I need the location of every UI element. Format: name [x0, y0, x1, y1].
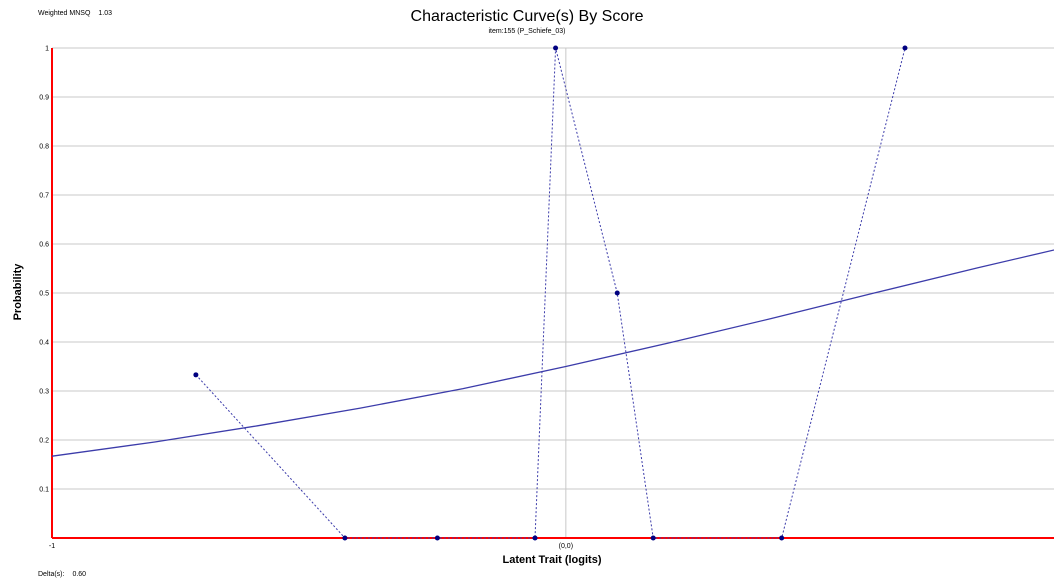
observed-point: [434, 535, 440, 541]
y-tick-label: 0.7: [39, 193, 49, 200]
weighted-mnsq-value: 1.03: [98, 10, 113, 17]
observed-point: [532, 535, 538, 541]
y-tick-label: 0.1: [39, 487, 49, 494]
observed-point: [650, 535, 656, 541]
observed-point: [553, 45, 559, 51]
observed-point: [779, 535, 785, 541]
y-tick-label: 0.8: [39, 144, 49, 151]
x-tick-label: (0,0): [559, 543, 573, 550]
y-tick-label: 0.5: [39, 291, 49, 298]
weighted-mnsq-stat: Weighted MNSQ 1.03: [38, 10, 112, 17]
y-tick-label: 0.3: [39, 389, 49, 396]
chart-subtitle: item:155 (P_Schiefe_03): [488, 28, 566, 35]
expected-curve-line: [51, 249, 1054, 457]
x-axis-label: Latent Trait (logits): [502, 554, 602, 566]
x-tick-label: -1: [49, 543, 55, 550]
observed-point: [614, 290, 620, 296]
y-tick-label: 0.4: [39, 340, 49, 347]
observed-point: [902, 45, 908, 51]
y-tick-label: 1: [45, 46, 49, 53]
delta-label: Delta(s):: [38, 571, 65, 578]
chart-title: Characteristic Curve(s) By Score: [410, 8, 644, 25]
y-tick-label: 0.6: [39, 242, 49, 249]
observed-point: [342, 535, 348, 541]
y-tick-label: 0.2: [39, 438, 49, 445]
y-tick-label: 0.9: [39, 95, 49, 102]
y-axis-label: Probability: [12, 263, 24, 321]
delta-stat: Delta(s): 0.60: [38, 571, 86, 578]
observed-point: [193, 372, 199, 378]
delta-value: 0.60: [72, 571, 87, 578]
weighted-mnsq-label: Weighted MNSQ: [38, 10, 91, 17]
